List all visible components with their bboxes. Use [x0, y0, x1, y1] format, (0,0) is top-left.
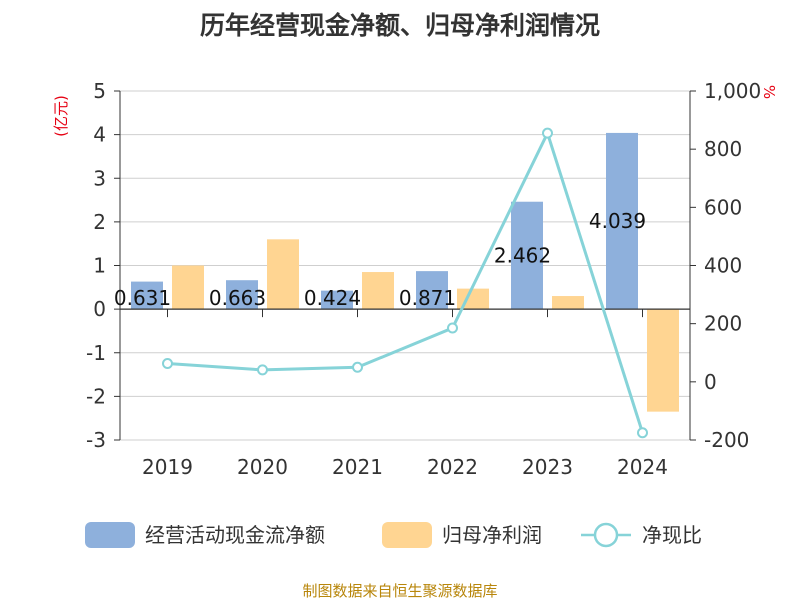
- line-layer: [162, 127, 648, 439]
- data-labels: 0.631 0.663 0.424 0.871 2.462 4.039: [114, 209, 646, 310]
- left-tick-label: -2: [86, 384, 106, 408]
- x-tick-label: 2019: [142, 455, 193, 479]
- left-tick-label: 4: [93, 123, 106, 147]
- ratio-point: [542, 127, 553, 139]
- left-tick-label: -1: [86, 341, 106, 365]
- left-tick-label: 5: [93, 79, 106, 103]
- left-tick-label: -3: [86, 428, 106, 452]
- legend-swatch-profit: [382, 522, 432, 548]
- x-tick-label: 2020: [237, 455, 288, 479]
- ratio-point: [257, 364, 268, 376]
- left-tick-label: 2: [93, 210, 106, 234]
- right-tick-label: 1,000: [704, 79, 761, 103]
- legend-item-cashflow[interactable]: 经营活动现金流净额: [85, 522, 325, 548]
- tick-labels: 5 4 3 2 1 0 -1 -2 -3 1,000 800 600 400 200 0 -200 2019 20…: [86, 79, 761, 479]
- x-tick-label: 2021: [332, 455, 383, 479]
- right-axis-unit: %: [760, 85, 778, 99]
- data-label-cashflow: 2.462: [494, 243, 551, 267]
- x-tick-label: 2023: [522, 455, 573, 479]
- right-tick-label: 200: [704, 312, 742, 336]
- bars-layer: [131, 132, 679, 412]
- grid-lines: [120, 90, 690, 441]
- data-label-cashflow: 0.631: [114, 286, 171, 310]
- axes-layer: [114, 90, 696, 441]
- left-tick-label: 1: [93, 254, 106, 278]
- legend-item-ratio[interactable]: 净现比: [581, 522, 702, 548]
- data-label-cashflow: 0.871: [399, 286, 456, 310]
- legend-swatch-cashflow: [85, 522, 135, 548]
- left-axis-unit: (亿元): [52, 95, 70, 137]
- bar-cashflow: [606, 132, 638, 310]
- x-tick-label: 2024: [617, 455, 668, 479]
- data-label-cashflow: 0.424: [304, 286, 361, 310]
- source-note: 制图数据来自恒生聚源数据库: [302, 582, 497, 600]
- legend-label-profit: 归母净利润: [442, 523, 542, 547]
- right-tick-label: 600: [704, 195, 742, 219]
- legend-marker-ratio: [593, 522, 619, 548]
- ratio-line: [167, 129, 644, 434]
- legend-item-profit[interactable]: 归母净利润: [382, 522, 542, 548]
- ratio-point: [352, 361, 363, 373]
- legend: 经营活动现金流净额 归母净利润 净现比: [85, 522, 702, 548]
- x-tick-label: 2022: [427, 455, 478, 479]
- legend-label-ratio: 净现比: [642, 523, 702, 547]
- bar-profit: [362, 272, 394, 310]
- bar-cashflow: [226, 280, 258, 310]
- bar-cashflow: [131, 281, 163, 310]
- legend-label-cashflow: 经营活动现金流净额: [145, 523, 325, 547]
- bar-profit: [647, 309, 679, 412]
- ratio-point: [637, 427, 648, 439]
- ratio-point: [447, 322, 458, 334]
- right-tick-label: -200: [704, 428, 749, 452]
- data-label-cashflow: 0.663: [209, 286, 266, 310]
- right-tick-label: 0: [704, 370, 717, 394]
- left-tick-label: 0: [93, 297, 106, 321]
- left-tick-label: 3: [93, 166, 106, 190]
- bar-profit: [552, 296, 584, 310]
- chart-title: 历年经营现金净额、归母净利润情况: [200, 11, 600, 40]
- right-tick-label: 400: [704, 254, 742, 278]
- ratio-point: [162, 358, 173, 370]
- bar-profit: [172, 265, 204, 310]
- bar-profit: [267, 239, 299, 310]
- right-tick-label: 800: [704, 137, 742, 161]
- bar-cashflow: [321, 290, 353, 310]
- data-label-cashflow: 4.039: [589, 209, 646, 233]
- bar-cashflow: [511, 201, 543, 310]
- bar-cashflow: [416, 271, 448, 310]
